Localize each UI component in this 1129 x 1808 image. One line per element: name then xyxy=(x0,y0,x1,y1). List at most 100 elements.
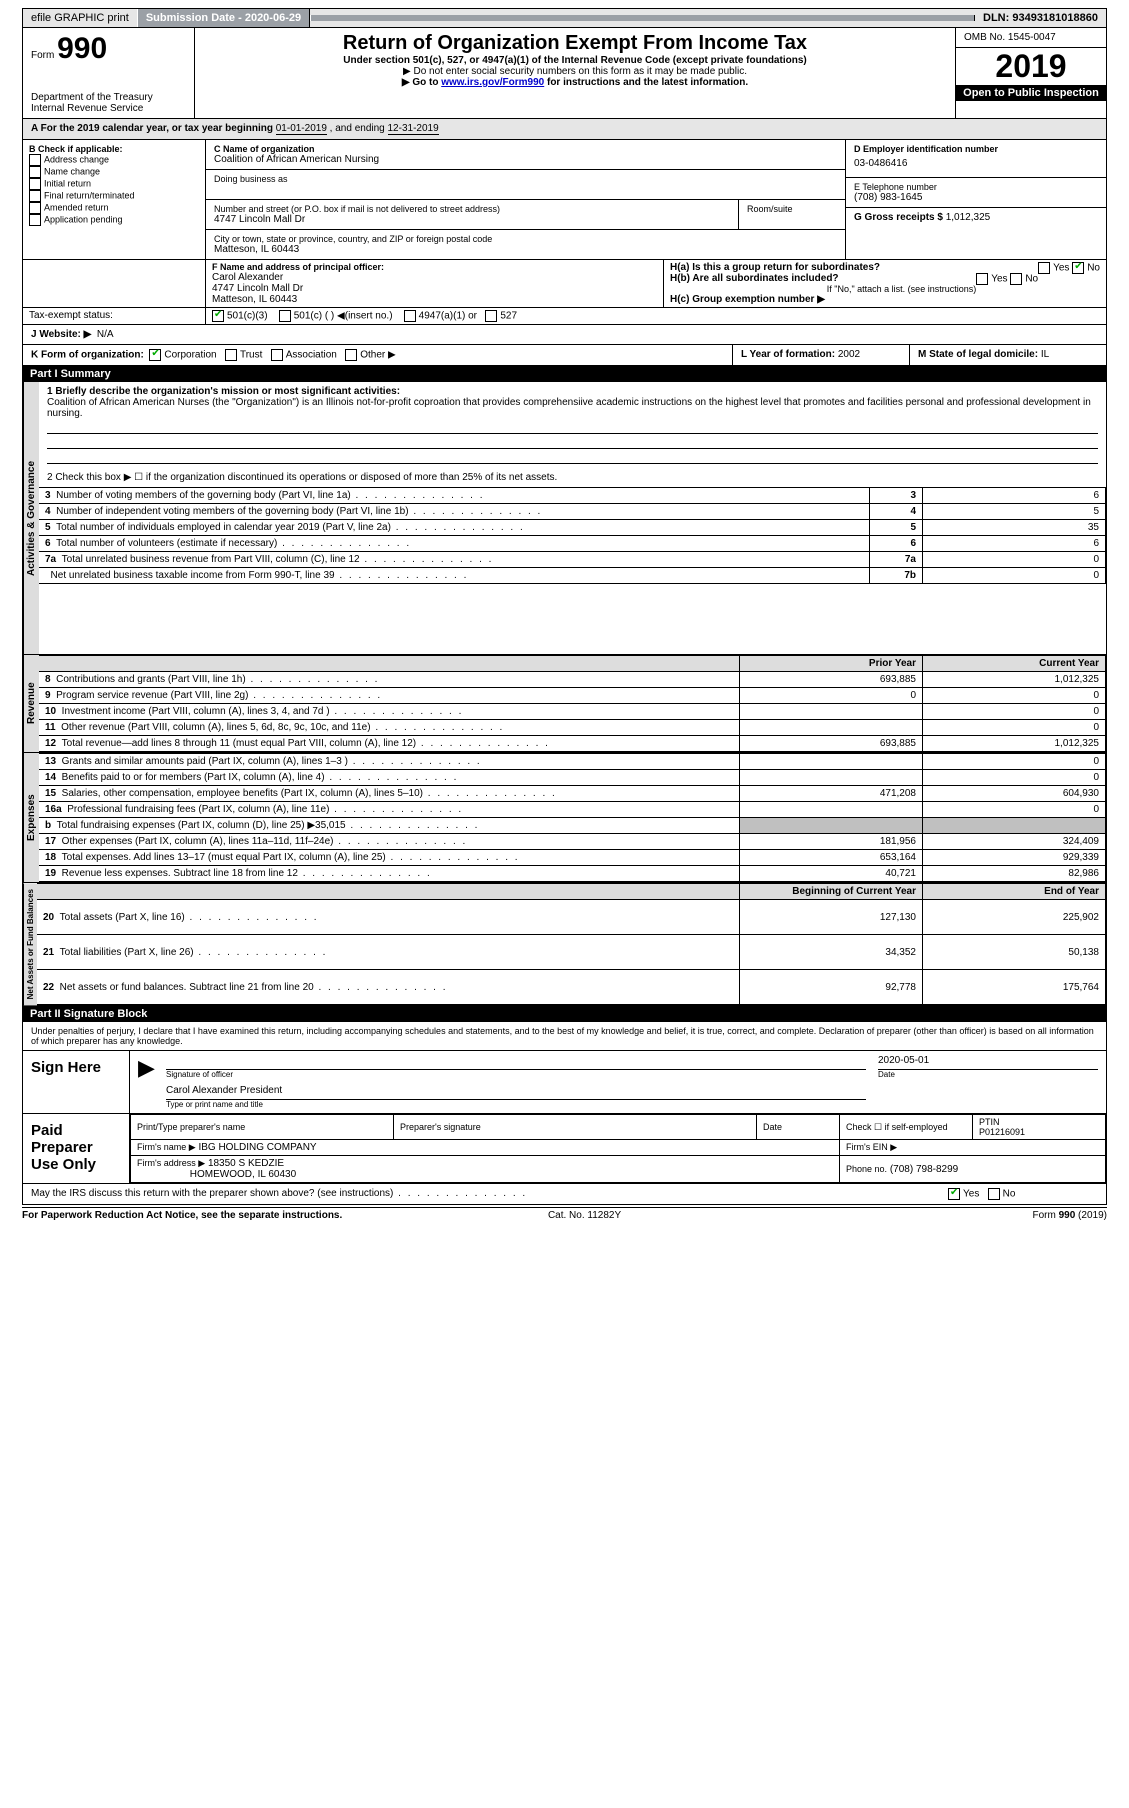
discuss-yes-checkbox[interactable] xyxy=(948,1188,960,1200)
period-label: A For the 2019 calendar year, or tax yea… xyxy=(31,123,276,134)
omb-number: OMB No. 1545-0047 xyxy=(956,28,1106,48)
summary-block: Activities & Governance 1 Briefly descri… xyxy=(22,382,1107,655)
hb-note: If "No," attach a list. (see instruction… xyxy=(670,284,1100,294)
table-row: 14 Benefits paid to or for members (Part… xyxy=(39,770,1106,786)
header-sub3-post: for instructions and the latest informat… xyxy=(544,77,748,88)
eoy-hdr: End of Year xyxy=(923,884,1106,900)
corp-checkbox[interactable] xyxy=(149,349,161,361)
p-name-label: Print/Type preparer's name xyxy=(131,1115,394,1140)
paid-preparer-block: Paid Preparer Use Only Print/Type prepar… xyxy=(22,1114,1107,1184)
i-label: Tax-exempt status: xyxy=(23,308,206,324)
table-row: 10 Investment income (Part VIII, column … xyxy=(39,704,1106,720)
hb-label: H(b) Are all subordinates included? xyxy=(670,273,839,284)
revenue-block: Revenue Prior YearCurrent Year 8 Contrib… xyxy=(22,655,1107,753)
firm-phone: (708) 798-8299 xyxy=(890,1164,958,1175)
city-state-zip: Matteson, IL 60443 xyxy=(214,244,837,255)
street-address: 4747 Lincoln Mall Dr xyxy=(214,214,730,225)
table-row: 22 Net assets or fund balances. Subtract… xyxy=(37,970,1106,1005)
amended-return-checkbox[interactable] xyxy=(29,202,41,214)
form990-link[interactable]: www.irs.gov/Form990 xyxy=(441,77,544,88)
l1-label: 1 Briefly describe the organization's mi… xyxy=(47,386,1098,397)
boy-hdr: Beginning of Current Year xyxy=(740,884,923,900)
table-row: 4 Number of independent voting members o… xyxy=(39,504,1106,520)
discuss-row: May the IRS discuss this return with the… xyxy=(22,1184,1107,1205)
hb-no-checkbox[interactable] xyxy=(1010,273,1022,285)
mission-line xyxy=(47,449,1098,464)
discuss-no-checkbox[interactable] xyxy=(988,1188,1000,1200)
assoc-checkbox[interactable] xyxy=(271,349,283,361)
b-opt-0: Address change xyxy=(44,154,109,164)
sign-date: 2020-05-01 xyxy=(878,1055,1098,1070)
efile-label: efile GRAPHIC print xyxy=(23,9,137,27)
officer-signature-line[interactable] xyxy=(166,1055,866,1070)
officer-city: Matteson, IL 60443 xyxy=(212,294,657,305)
name-change-checkbox[interactable] xyxy=(29,166,41,178)
part2-header: Part II Signature Block xyxy=(22,1006,1107,1022)
j-label: J Website: ▶ xyxy=(31,329,91,340)
period-begin: 01-01-2019 xyxy=(276,123,327,135)
vbar-activities: Activities & Governance xyxy=(23,382,39,654)
form-header: Form 990 Department of the Treasury Inte… xyxy=(22,28,1107,119)
table-row: 9 Program service revenue (Part VIII, li… xyxy=(39,688,1106,704)
form-label: Form xyxy=(31,50,54,61)
revenue-table: Prior YearCurrent Year 8 Contributions a… xyxy=(39,655,1106,752)
table-row: 11 Other revenue (Part VIII, column (A),… xyxy=(39,720,1106,736)
table-row: 12 Total revenue—add lines 8 through 11 … xyxy=(39,736,1106,752)
governance-table: 3 Number of voting members of the govern… xyxy=(39,487,1106,584)
table-row: 3 Number of voting members of the govern… xyxy=(39,488,1106,504)
b-opt-2: Initial return xyxy=(44,178,91,188)
c-name-label: C Name of organization xyxy=(214,144,837,154)
header-sub2: Do not enter social security numbers on … xyxy=(413,66,746,77)
form-title: Return of Organization Exempt From Incom… xyxy=(203,32,947,55)
hb-yes-checkbox[interactable] xyxy=(976,273,988,285)
firm-addr-label: Firm's address ▶ xyxy=(137,1158,205,1168)
app-pending-checkbox[interactable] xyxy=(29,214,41,226)
footer-right: Form 990 (2019) xyxy=(1032,1210,1106,1221)
firm-name: IBG HOLDING COMPANY xyxy=(198,1142,316,1153)
initial-return-checkbox[interactable] xyxy=(29,178,41,190)
city-label: City or town, state or province, country… xyxy=(214,234,837,244)
form-number: 990 xyxy=(57,32,107,65)
k-opt-3: Other ▶ xyxy=(360,350,395,361)
ha-yes-checkbox[interactable] xyxy=(1038,262,1050,274)
page-footer: For Paperwork Reduction Act Notice, see … xyxy=(22,1207,1107,1221)
i-opt-3: 527 xyxy=(500,311,517,322)
final-return-checkbox[interactable] xyxy=(29,190,41,202)
addr-label: Number and street (or P.O. box if mail i… xyxy=(214,204,730,214)
4947-checkbox[interactable] xyxy=(404,310,416,322)
sign-arrow-icon: ▶ xyxy=(138,1055,166,1109)
p-date-label: Date xyxy=(757,1115,840,1140)
officer-name: Carol Alexander xyxy=(212,272,657,283)
table-row: Net unrelated business taxable income fr… xyxy=(39,568,1106,584)
ptin-label: PTIN xyxy=(979,1117,1000,1127)
p-sig-label: Preparer's signature xyxy=(394,1115,757,1140)
header-sub1: Under section 501(c), 527, or 4947(a)(1)… xyxy=(203,55,947,66)
addr-change-checkbox[interactable] xyxy=(29,154,41,166)
dept-label: Department of the Treasury Internal Reve… xyxy=(31,92,186,114)
mission-line xyxy=(47,434,1098,449)
d-label: D Employer identification number xyxy=(854,144,1098,154)
i-opt-2: 4947(a)(1) or xyxy=(419,311,477,322)
header-sub3-pre: Go to xyxy=(412,77,441,88)
501c-checkbox[interactable] xyxy=(279,310,291,322)
table-row: 6 Total number of volunteers (estimate i… xyxy=(39,536,1106,552)
dln: DLN: 93493181018860 xyxy=(975,9,1106,27)
g-label: G Gross receipts $ xyxy=(854,212,943,223)
k-opt-1: Trust xyxy=(240,350,262,361)
527-checkbox[interactable] xyxy=(485,310,497,322)
firm-city: HOMEWOOD, IL 60430 xyxy=(190,1169,296,1180)
netassets-block: Net Assets or Fund Balances Beginning of… xyxy=(22,883,1107,1006)
ha-no-checkbox[interactable] xyxy=(1072,262,1084,274)
k-opt-2: Association xyxy=(286,350,337,361)
p-check-label: Check ☐ if self-employed xyxy=(840,1115,973,1140)
501c3-checkbox[interactable] xyxy=(212,310,224,322)
org-name: Coalition of African American Nursing xyxy=(214,154,837,165)
table-row: 7a Total unrelated business revenue from… xyxy=(39,552,1106,568)
m-label: M State of legal domicile: xyxy=(918,349,1038,360)
sign-here-block: Sign Here ▶ Signature of officer Carol A… xyxy=(22,1051,1107,1114)
ha-label: H(a) Is this a group return for subordin… xyxy=(670,262,880,273)
k-label: K Form of organization: xyxy=(31,350,144,361)
trust-checkbox[interactable] xyxy=(225,349,237,361)
other-checkbox[interactable] xyxy=(345,349,357,361)
gross-receipts: 1,012,325 xyxy=(946,212,991,223)
